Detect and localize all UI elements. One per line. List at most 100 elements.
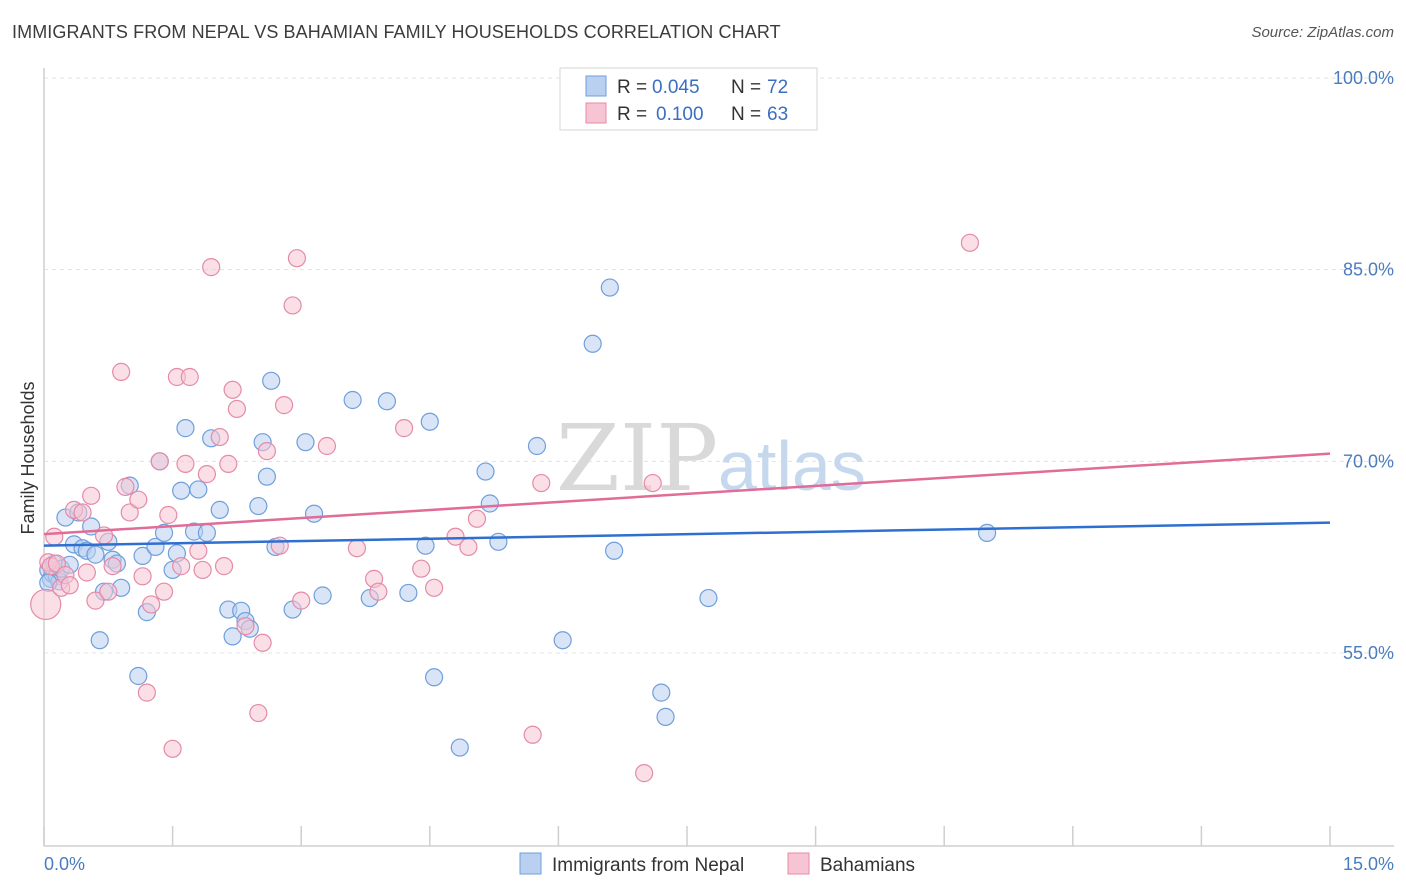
bahamians-point bbox=[523, 725, 542, 744]
grid-lines bbox=[44, 77, 1394, 654]
bahamians-point bbox=[424, 578, 444, 597]
legend-n-value-bahamians: 63 bbox=[767, 104, 788, 125]
nepal-point bbox=[133, 546, 152, 565]
nepal-point bbox=[304, 504, 324, 523]
bottom-legend-label-nepal: Immigrants from Nepal bbox=[552, 855, 744, 876]
nepal-point bbox=[424, 668, 444, 687]
legend-r-value-bahamians: 0.100 bbox=[656, 104, 704, 125]
bahamians-point bbox=[120, 503, 139, 522]
bahamians-point bbox=[210, 427, 229, 447]
legend-r-label-nepal: R = bbox=[617, 77, 647, 98]
legend-swatch-nepal bbox=[585, 75, 607, 97]
watermark: ZIP atlas bbox=[556, 405, 866, 512]
bahamians-point bbox=[172, 557, 191, 576]
bahamians-point bbox=[249, 703, 268, 723]
bahamians-point bbox=[292, 591, 311, 610]
x-tick-label-min: 0.0% bbox=[44, 854, 85, 874]
legend-n-value-nepal: 72 bbox=[767, 77, 788, 98]
series-legend: Immigrants from Nepal Bahamians bbox=[519, 852, 915, 876]
bahamians-point bbox=[197, 465, 216, 484]
bahamians-point bbox=[154, 582, 174, 601]
nepal-point bbox=[257, 467, 277, 486]
legend-r-label-bahamians: R = bbox=[617, 104, 647, 125]
bahamians-point bbox=[193, 560, 212, 580]
trend-lines bbox=[43, 452, 1331, 547]
bahamians-point bbox=[116, 477, 135, 496]
bahamians-point bbox=[142, 595, 161, 614]
nepal-point bbox=[476, 462, 495, 481]
nepal-point bbox=[527, 436, 547, 456]
nepal-point bbox=[605, 541, 624, 560]
y-axis-label: Family Households bbox=[18, 381, 38, 534]
bahamians-point bbox=[532, 473, 551, 493]
nepal-point bbox=[583, 334, 602, 353]
bahamians-point bbox=[214, 557, 234, 576]
bahamians-point bbox=[86, 591, 105, 610]
nepal-point bbox=[652, 683, 671, 702]
bahamians-point bbox=[77, 563, 96, 582]
y-tick-label: 100.0% bbox=[1333, 68, 1394, 88]
bahamians-point bbox=[60, 576, 79, 595]
nepal-point bbox=[489, 532, 508, 551]
nepal-point bbox=[416, 536, 435, 555]
nepal-point bbox=[210, 500, 229, 519]
series-bahamians-points bbox=[30, 233, 980, 783]
legend-n-label-nepal: N = bbox=[731, 77, 761, 98]
bahamians-point bbox=[635, 764, 654, 783]
bahamians-point bbox=[159, 505, 178, 525]
bahamians-point bbox=[412, 559, 431, 578]
bahamians-point bbox=[347, 539, 367, 558]
bahamians-point bbox=[253, 633, 272, 652]
y-tick-label: 55.0% bbox=[1343, 643, 1394, 663]
nepal-point bbox=[420, 412, 439, 431]
bahamians-trend-line bbox=[43, 452, 1331, 536]
y-tick-label: 85.0% bbox=[1343, 260, 1394, 280]
bahamians-point bbox=[202, 258, 221, 277]
nepal-point bbox=[977, 523, 997, 542]
nepal-point bbox=[450, 738, 469, 757]
nepal-point bbox=[90, 631, 109, 650]
bahamians-point bbox=[270, 536, 289, 555]
bahamians-point bbox=[150, 452, 169, 471]
nepal-point bbox=[699, 588, 718, 608]
bahamians-point bbox=[103, 557, 122, 576]
nepal-point bbox=[154, 523, 174, 542]
nepal-trend-line bbox=[43, 521, 1331, 547]
nepal-point bbox=[249, 496, 268, 516]
legend-r-value-nepal: 0.045 bbox=[652, 77, 700, 98]
nepal-point bbox=[189, 480, 208, 499]
bahamians-point bbox=[643, 473, 662, 493]
bahamians-point bbox=[467, 509, 487, 528]
bahamians-point bbox=[236, 617, 255, 636]
bahamians-point bbox=[287, 249, 307, 268]
bahamians-point bbox=[223, 380, 242, 399]
stats-legend: R = 0.045 N = 72 R = 0.100 N = 63 bbox=[559, 67, 818, 131]
series-nepal-points bbox=[39, 278, 997, 757]
y-tick-labels: 55.0% 70.0% 85.0% 100.0% bbox=[1333, 68, 1394, 663]
x-tick-label-max: 15.0% bbox=[1343, 854, 1394, 874]
source-label: Source: ZipAtlas.com bbox=[1251, 24, 1394, 41]
bottom-legend-swatch-bahamians bbox=[787, 852, 810, 875]
bahamians-point bbox=[30, 588, 62, 621]
bahamians-point bbox=[176, 454, 195, 473]
bahamians-point bbox=[227, 399, 246, 419]
bahamians-point bbox=[317, 436, 337, 456]
nepal-point bbox=[129, 666, 148, 686]
bahamians-point bbox=[180, 367, 199, 387]
nepal-point bbox=[343, 390, 362, 410]
bahamians-point bbox=[283, 296, 302, 315]
nepal-point bbox=[223, 627, 242, 646]
bahamians-point bbox=[99, 582, 118, 601]
nepal-point bbox=[377, 392, 397, 411]
bahamians-point bbox=[459, 537, 478, 557]
bahamians-point bbox=[219, 454, 238, 473]
nepal-point bbox=[600, 278, 619, 297]
nepal-point bbox=[656, 707, 675, 726]
bahamians-point bbox=[129, 490, 148, 509]
legend-swatch-bahamians bbox=[585, 102, 607, 124]
bahamians-point bbox=[960, 233, 980, 252]
legend-n-label-bahamians: N = bbox=[731, 104, 761, 125]
bahamians-point bbox=[446, 527, 465, 546]
nepal-point bbox=[399, 583, 418, 603]
nepal-point bbox=[176, 419, 195, 438]
